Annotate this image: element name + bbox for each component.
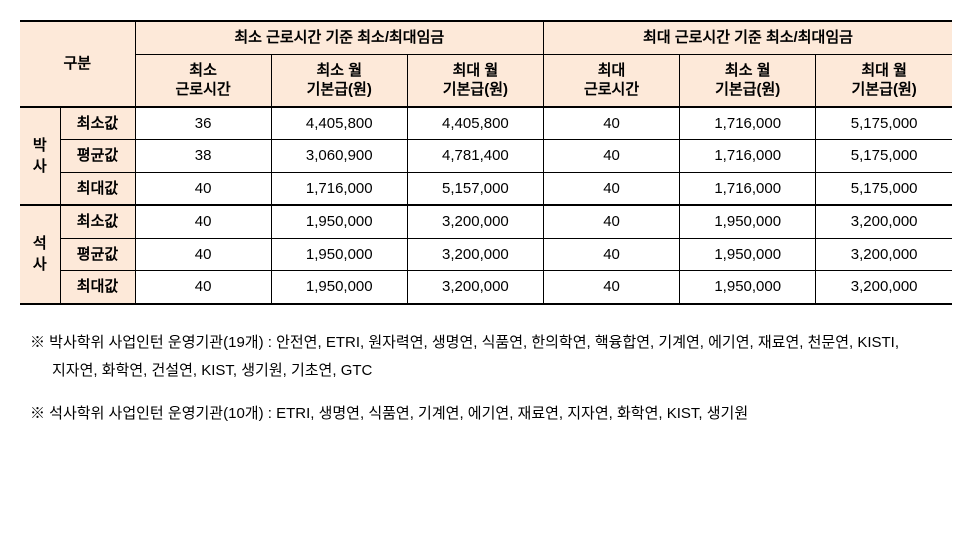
- hdr-max-wage: 최대 월기본급(원): [407, 54, 543, 107]
- cell: 3,200,000: [816, 271, 952, 304]
- hdr-max-wage-2: 최대 월기본급(원): [816, 54, 952, 107]
- cell: 40: [135, 205, 271, 238]
- notes-section: ※ 박사학위 사업인턴 운영기관(19개) : 안전연, ETRI, 원자력연,…: [20, 329, 952, 429]
- cell: 5,175,000: [816, 140, 952, 173]
- row-label-max: 최대값: [60, 172, 135, 205]
- table-row: 석사 최소값 40 1,950,000 3,200,000 40 1,950,0…: [20, 205, 952, 238]
- table-row: 최대값 40 1,716,000 5,157,000 40 1,716,000 …: [20, 172, 952, 205]
- cell: 38: [135, 140, 271, 173]
- cell: 3,200,000: [407, 271, 543, 304]
- table-row: 평균값 38 3,060,900 4,781,400 40 1,716,000 …: [20, 140, 952, 173]
- cell: 3,200,000: [407, 238, 543, 271]
- cell: 36: [135, 107, 271, 140]
- cell: 5,175,000: [816, 107, 952, 140]
- cell: 40: [543, 107, 679, 140]
- cell: 40: [135, 172, 271, 205]
- cell: 40: [543, 205, 679, 238]
- cell: 40: [543, 172, 679, 205]
- cell: 3,200,000: [816, 205, 952, 238]
- cell: 40: [543, 271, 679, 304]
- cat-ms: 석사: [20, 205, 60, 304]
- cell: 40: [543, 140, 679, 173]
- cell: 3,200,000: [407, 205, 543, 238]
- note-phd-orgs: ※ 박사학위 사업인턴 운영기관(19개) : 안전연, ETRI, 원자력연,…: [30, 329, 942, 386]
- cell: 3,200,000: [816, 238, 952, 271]
- table-row: 박사 최소값 36 4,405,800 4,405,800 40 1,716,0…: [20, 107, 952, 140]
- row-label-min: 최소값: [60, 205, 135, 238]
- hdr-group-max: 최대 근로시간 기준 최소/최대임금: [543, 21, 952, 54]
- table-row: 최대값 40 1,950,000 3,200,000 40 1,950,000 …: [20, 271, 952, 304]
- cell: 1,950,000: [271, 205, 407, 238]
- cell: 1,950,000: [680, 271, 816, 304]
- row-label-min: 최소값: [60, 107, 135, 140]
- cell: 40: [135, 271, 271, 304]
- hdr-min-wage: 최소 월기본급(원): [271, 54, 407, 107]
- cell: 1,716,000: [271, 172, 407, 205]
- cell: 4,781,400: [407, 140, 543, 173]
- cell: 1,950,000: [271, 238, 407, 271]
- cell: 5,175,000: [816, 172, 952, 205]
- cell: 3,060,900: [271, 140, 407, 173]
- cell: 5,157,000: [407, 172, 543, 205]
- cell: 1,950,000: [680, 238, 816, 271]
- cat-phd: 박사: [20, 107, 60, 206]
- note-ms-orgs: ※ 석사학위 사업인턴 운영기관(10개) : ETRI, 생명연, 식품연, …: [30, 400, 942, 429]
- wage-table: 구분 최소 근로시간 기준 최소/최대임금 최대 근로시간 기준 최소/최대임금…: [20, 20, 952, 305]
- row-label-avg: 평균값: [60, 140, 135, 173]
- row-label-max: 최대값: [60, 271, 135, 304]
- cell: 1,950,000: [271, 271, 407, 304]
- hdr-min-wage-2: 최소 월기본급(원): [680, 54, 816, 107]
- cell: 4,405,800: [407, 107, 543, 140]
- cell: 1,716,000: [680, 107, 816, 140]
- hdr-category: 구분: [20, 21, 135, 107]
- cell: 1,950,000: [680, 205, 816, 238]
- cell: 40: [135, 238, 271, 271]
- cell: 4,405,800: [271, 107, 407, 140]
- cell: 1,716,000: [680, 172, 816, 205]
- cell: 40: [543, 238, 679, 271]
- hdr-group-min: 최소 근로시간 기준 최소/최대임금: [135, 21, 543, 54]
- row-label-avg: 평균값: [60, 238, 135, 271]
- hdr-min-hours: 최소근로시간: [135, 54, 271, 107]
- hdr-max-hours: 최대근로시간: [543, 54, 679, 107]
- table-row: 평균값 40 1,950,000 3,200,000 40 1,950,000 …: [20, 238, 952, 271]
- cell: 1,716,000: [680, 140, 816, 173]
